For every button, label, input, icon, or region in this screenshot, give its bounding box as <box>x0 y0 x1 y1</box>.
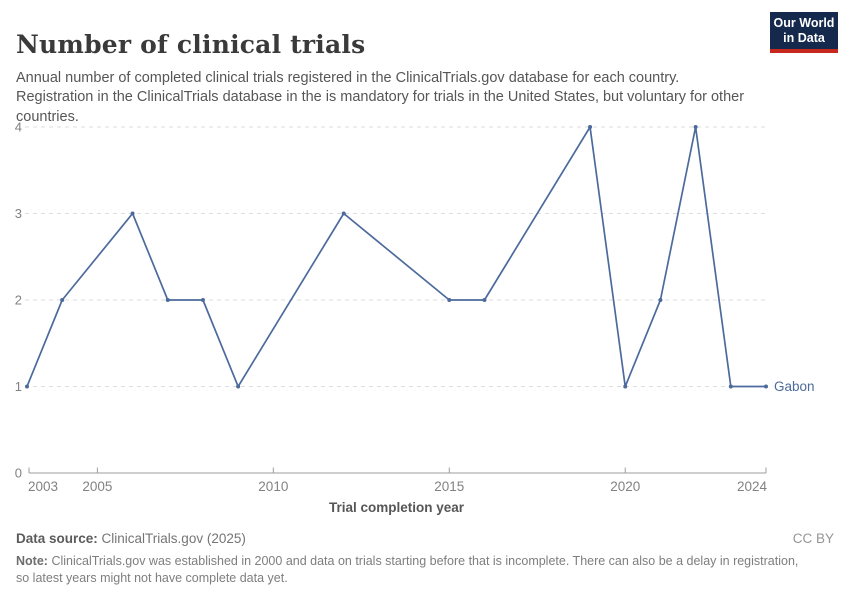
data-point-marker <box>588 125 593 129</box>
y-tick-label: 0 <box>15 466 22 481</box>
data-source-row: Data source: ClinicalTrials.gov (2025) C… <box>16 531 834 546</box>
license-badge: CC BY <box>792 531 834 546</box>
y-tick-label: 3 <box>15 206 22 221</box>
chart-title: Number of clinical trials <box>16 29 366 59</box>
data-point-marker <box>658 298 663 302</box>
x-axis-title: Trial completion year <box>328 500 465 515</box>
owid-logo-line2: in Data <box>783 31 825 45</box>
note-text: ClinicalTrials.gov was established in 20… <box>16 554 799 585</box>
x-tick-label: 2024 <box>737 479 768 494</box>
data-source: Data source: ClinicalTrials.gov (2025) <box>16 531 246 546</box>
x-tick-label: 2020 <box>610 479 640 494</box>
owid-logo: Our World in Data <box>770 12 838 53</box>
y-tick-label: 2 <box>15 293 22 308</box>
data-point-marker <box>341 211 346 216</box>
data-point-marker <box>130 211 135 216</box>
data-point-marker <box>25 384 29 389</box>
data-point-marker <box>728 384 733 389</box>
note-block: Note: ClinicalTrials.gov was established… <box>16 553 810 587</box>
data-point-marker <box>165 298 170 302</box>
data-point-marker <box>623 384 628 389</box>
x-tick-label: 2005 <box>82 479 112 494</box>
data-point-marker <box>200 298 205 302</box>
series-line <box>26 126 767 388</box>
data-point-marker <box>60 298 65 302</box>
y-tick-label: 1 <box>15 379 22 394</box>
series-label: Gabon <box>774 379 815 394</box>
x-tick-label: 2003 <box>28 479 58 494</box>
owid-logo-box: Our World in Data <box>770 12 838 49</box>
x-tick-label: 2010 <box>258 479 288 494</box>
data-point-marker <box>236 384 241 389</box>
data-point-marker <box>482 298 487 302</box>
x-tick-label: 2015 <box>434 479 464 494</box>
data-source-value: ClinicalTrials.gov (2025) <box>101 531 246 546</box>
owid-logo-line1: Our World <box>773 16 835 30</box>
chart-subtitle: Annual number of completed clinical tria… <box>16 69 745 125</box>
data-point-marker <box>693 125 698 129</box>
data-point-marker <box>764 384 768 389</box>
note-label: Note: <box>16 554 48 568</box>
footer: Data source: ClinicalTrials.gov (2025) C… <box>16 531 834 587</box>
y-tick-label: 4 <box>15 120 22 135</box>
data-source-label: Data source: <box>16 531 98 546</box>
owid-logo-red-bar <box>770 49 838 53</box>
data-point-marker <box>447 298 452 302</box>
